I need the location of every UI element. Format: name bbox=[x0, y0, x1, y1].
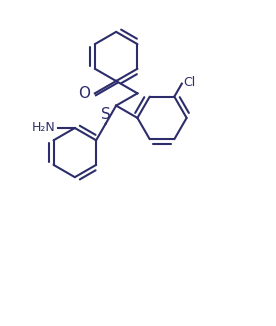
Text: H₂N: H₂N bbox=[32, 122, 56, 135]
Text: S: S bbox=[101, 107, 111, 122]
Text: Cl: Cl bbox=[183, 76, 195, 89]
Text: O: O bbox=[78, 86, 90, 101]
